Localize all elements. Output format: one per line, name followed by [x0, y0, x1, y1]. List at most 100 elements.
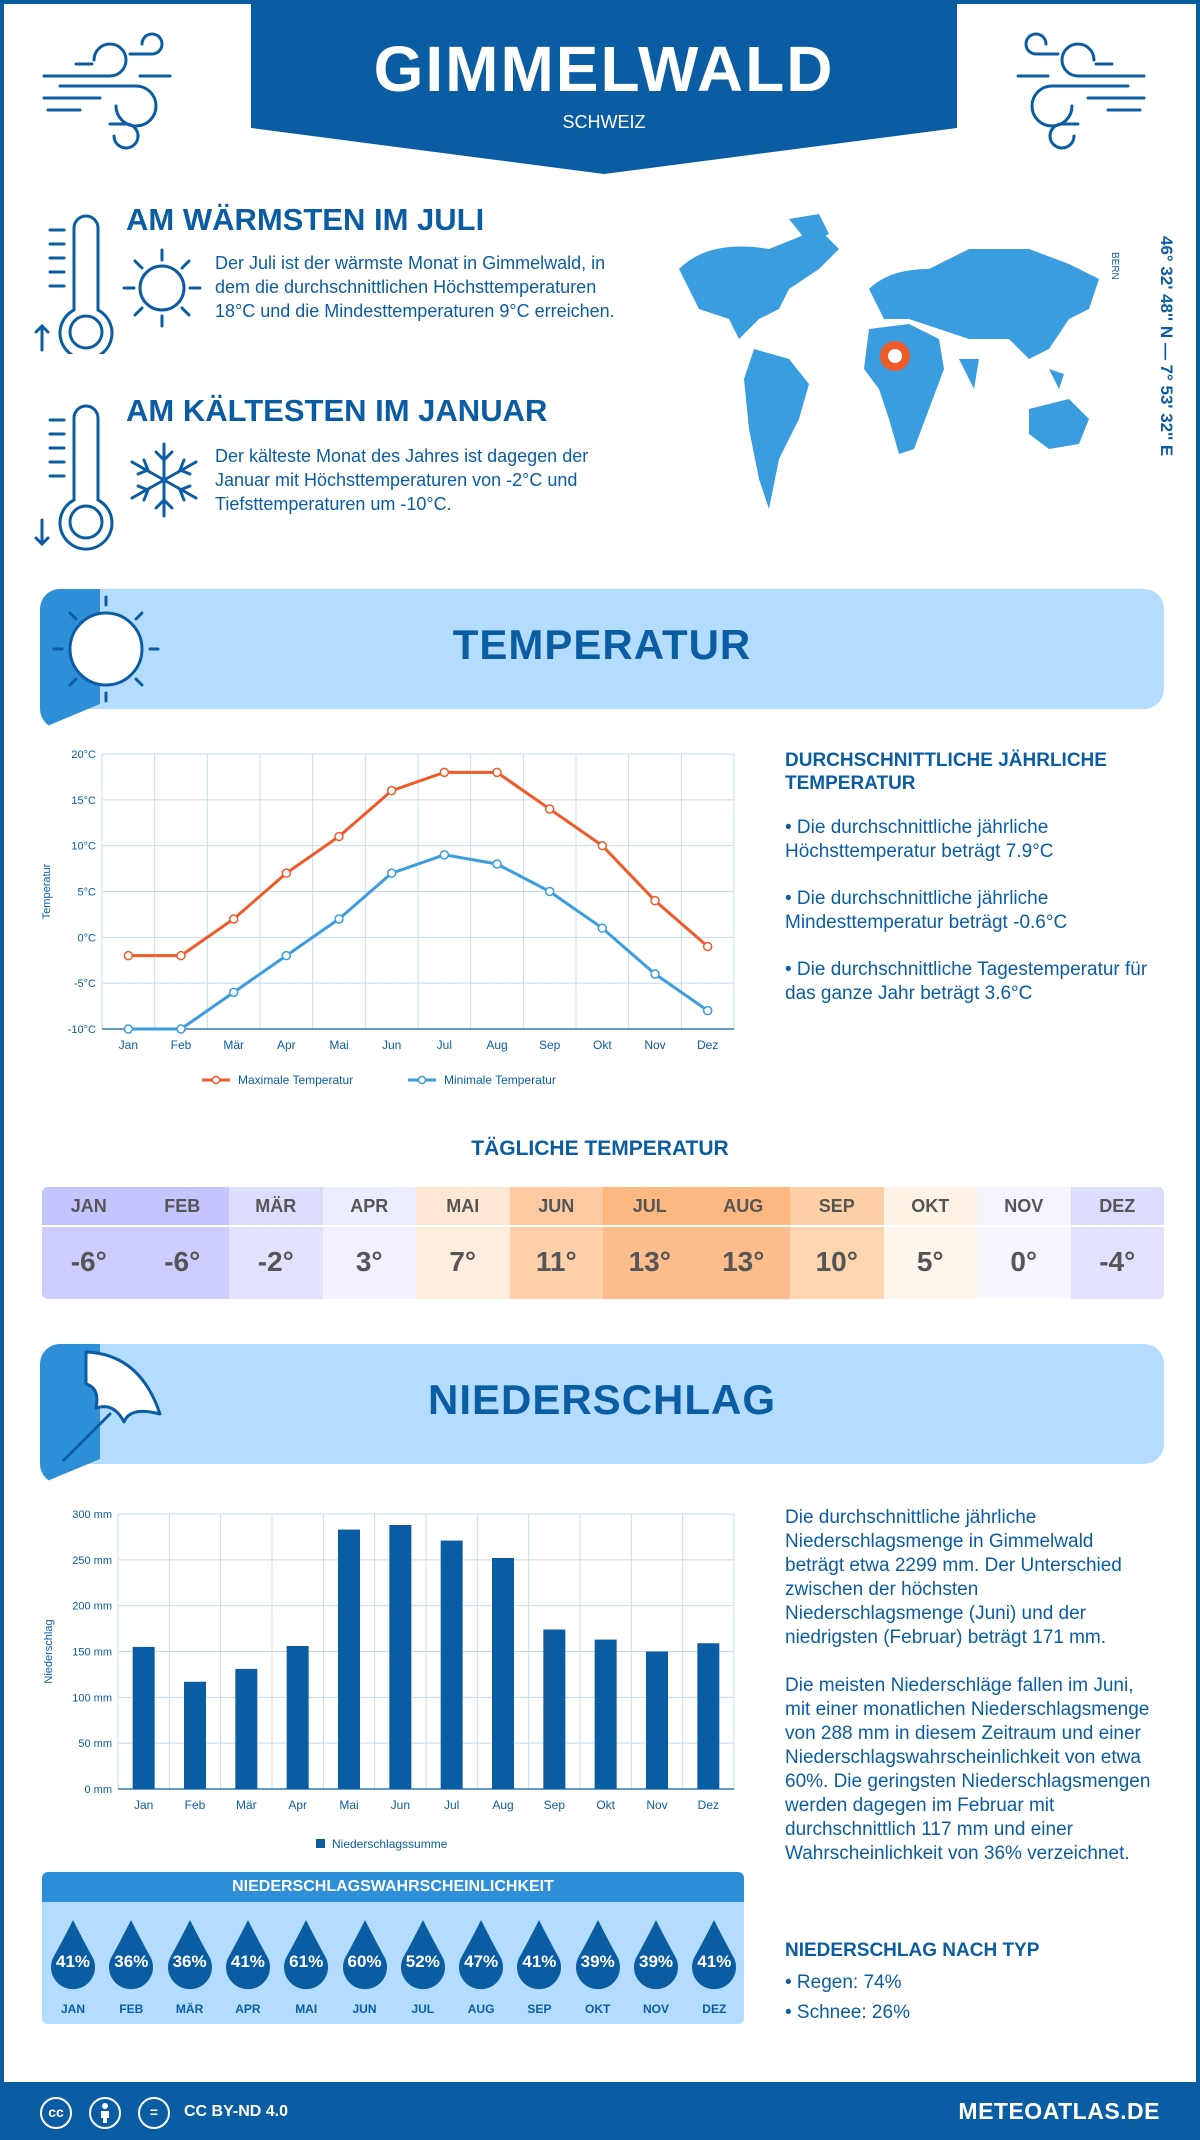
temp-side-heading: DURCHSCHNITTLICHE JÄHRLICHE TEMPERATUR [785, 750, 1107, 794]
daily-temp-value: 3° [322, 1225, 416, 1299]
data-point [386, 868, 397, 878]
y-tick-label: 50 mm [78, 1738, 112, 1750]
y-tick-label: 150 mm [72, 1647, 112, 1659]
precipitation-chart: 0 mm 50 mm 100 mm 150 mm 200 mm 250 mm 300 mm J… [43, 1509, 735, 1851]
header-banner: GIMMELWALD SCHWEIZ [251, 4, 957, 174]
temp-bullet-max: • Die durchschnittliche jährliche Höchst… [785, 817, 1054, 862]
probability-month: SEP [527, 2002, 552, 2016]
y-axis-label: Temperatur [41, 863, 53, 919]
brand-link[interactable]: METEOATLAS.DE [958, 2098, 1160, 2124]
month-label: AUG [696, 1187, 790, 1225]
y-tick-label: 15°C [71, 795, 96, 807]
precip-text-1: Die durchschnittliche jährliche Niedersc… [785, 1507, 1122, 1648]
data-point [597, 923, 608, 933]
data-point [702, 941, 713, 952]
precipitation-title: NIEDERSCHLAG [427, 1376, 777, 1423]
x-tick-label: Okt [593, 1038, 612, 1052]
data-point [228, 987, 239, 998]
bar [492, 1558, 514, 1789]
x-tick-label: Feb [171, 1038, 192, 1052]
daily-temp-value: 13° [696, 1225, 790, 1299]
daily-temp-column: APR 3° [322, 1187, 416, 1299]
data-point [439, 850, 450, 860]
page-title: GIMMELWALD [373, 33, 835, 105]
raindrop-icon [109, 1920, 154, 1990]
probability-drop: 39% OKT [572, 1918, 624, 2016]
month-label: MÄR [229, 1187, 323, 1225]
y-tick-label: -10°C [68, 1024, 96, 1036]
cc-icon: cc [40, 2097, 72, 2129]
thermometer-snow-icon [34, 404, 198, 551]
raindrop-icon [225, 1920, 270, 1990]
legend-marker [211, 1075, 221, 1085]
coldest-text: Der kälteste Monat des Jahres ist dagege… [215, 446, 589, 514]
temperature-title: TEMPERATUR [452, 621, 752, 668]
probability-month: OKT [585, 2002, 611, 2016]
daily-temp-value: -6° [42, 1225, 136, 1299]
series-line [128, 853, 709, 1031]
wind-icon [42, 32, 172, 150]
probability-value: 41% [230, 1952, 265, 1971]
data-point [228, 914, 239, 924]
daily-temp-value: 13° [603, 1225, 697, 1299]
probability-month: NOV [642, 2002, 669, 2016]
x-tick-label: Aug [492, 1798, 513, 1812]
raindrop-icon [575, 1920, 620, 1990]
x-tick-label: Aug [486, 1038, 507, 1052]
license-text: CC BY-ND 4.0 [184, 2103, 289, 2120]
y-tick-label: 100 mm [72, 1692, 112, 1704]
daily-temp-column: JAN -6° [42, 1187, 136, 1299]
x-tick-label: Jul [437, 1038, 452, 1052]
bar [440, 1540, 463, 1789]
country-label: SCHWEIZ [562, 112, 646, 132]
daily-temp-column: MÄR -2° [229, 1187, 323, 1299]
probability-month: JAN [60, 2002, 85, 2016]
probability-drop: 41% DEZ [688, 1918, 740, 2016]
month-label: MAI [416, 1187, 510, 1225]
probability-month: FEB [119, 2002, 144, 2016]
data-point [439, 767, 450, 778]
data-point [544, 886, 555, 897]
precipitation-header: NIEDERSCHLAG [40, 1344, 1164, 1484]
daily-temp-value: 5° [883, 1225, 977, 1299]
precip-text-2: Die meisten Niederschläge fallen im Juni… [785, 1675, 1151, 1864]
precip-type-heading: NIEDERSCHLAG NACH TYP [785, 1940, 1040, 1961]
daily-temp-value: 11° [509, 1225, 603, 1299]
daily-temp-value: -6° [135, 1225, 229, 1299]
daily-temp-column: SEP 10° [790, 1187, 884, 1299]
y-tick-label: 0 mm [85, 1784, 113, 1796]
daily-temp-title: TÄGLICHE TEMPERATUR [471, 1137, 729, 1160]
probability-month: AUG [467, 2002, 495, 2016]
probability-value: 36% [172, 1952, 207, 1971]
y-tick-label: 200 mm [72, 1601, 112, 1613]
temperature-chart: -10°C -5°C 0°C 5°C 10°C 15°C 20°C Jan Feb Mär Apr M… [41, 749, 735, 1087]
daily-temp-value: -2° [229, 1225, 323, 1299]
attribution-icon [89, 2097, 121, 2129]
x-tick-label: Dez [697, 1038, 718, 1052]
data-point [650, 969, 660, 979]
raindrop-icon [284, 1920, 329, 1990]
probability-drop: 41% APR [222, 1918, 274, 2016]
month-label: DEZ [1070, 1187, 1164, 1225]
daily-temp-column: OKT 5° [883, 1187, 977, 1299]
data-point [123, 1024, 134, 1034]
x-tick-label: Mär [236, 1798, 257, 1812]
data-point [334, 831, 344, 842]
probability-drop: 61% MAI [280, 1918, 332, 2016]
bar [697, 1643, 720, 1789]
probability-month: JUL [411, 2002, 435, 2016]
raindrop-icon [342, 1920, 387, 1990]
daily-temp-column: NOV 0° [977, 1187, 1071, 1299]
y-tick-label: 300 mm [72, 1509, 112, 1521]
probability-month: DEZ [702, 2002, 727, 2016]
x-tick-label: Jan [134, 1798, 153, 1812]
data-point [386, 785, 397, 796]
y-tick-label: 0°C [78, 932, 97, 944]
x-tick-label: Sep [544, 1798, 566, 1812]
probability-month: MAI [295, 2002, 318, 2016]
legend-marker [417, 1075, 427, 1085]
warmest-text: Der Juli ist der wärmste Monat in Gimmel… [215, 253, 615, 321]
x-tick-label: Jun [382, 1038, 401, 1052]
bar [338, 1529, 360, 1789]
month-label: JAN [42, 1187, 136, 1225]
